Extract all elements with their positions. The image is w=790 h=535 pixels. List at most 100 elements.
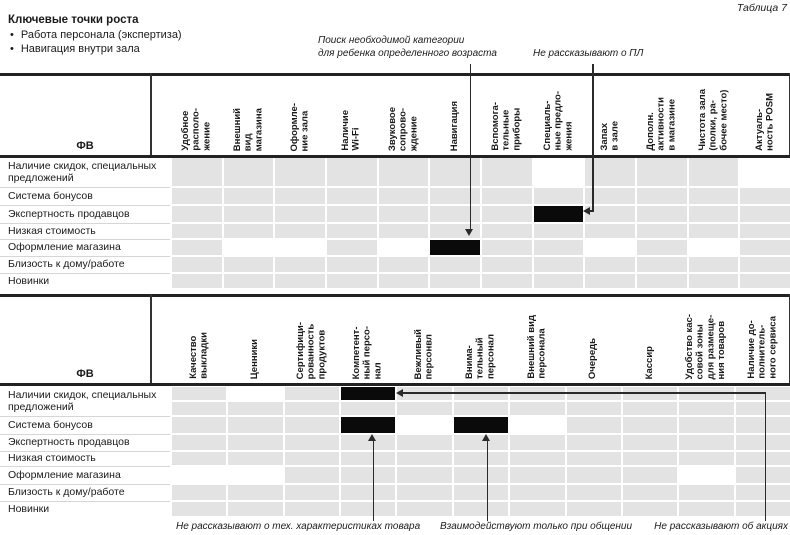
column-header: Кассир: [643, 345, 655, 379]
leader-line: [764, 393, 766, 521]
matrix-cell: [533, 224, 584, 238]
arrow-up-icon: [482, 434, 490, 441]
matrix-cell: [585, 240, 635, 255]
matrix-cell: [430, 188, 480, 204]
matrix-cell: [223, 206, 274, 222]
table-caption: Таблица 7: [736, 2, 787, 14]
matrix-cell: [679, 467, 734, 483]
annotation-no-promo-info: Не рассказывают об акциях: [654, 521, 788, 532]
matrix-cell: [585, 224, 635, 238]
annotation-interact-only: Взаимодействуют только при общении: [440, 521, 633, 532]
matrix-cell: [378, 274, 429, 288]
table2-header-band: ФВ Качество выкладки Ценники Сертифици- ро…: [0, 297, 790, 383]
row-label: Система бонусов: [0, 188, 170, 206]
matrix-cell: [688, 224, 739, 238]
matrix-cell: [341, 402, 396, 415]
matrix-cell: [482, 158, 532, 186]
row-label: Низкая стоимость: [0, 452, 170, 467]
matrix-cell: [172, 240, 222, 255]
column-header: Наличие Wi-Fi: [340, 110, 362, 151]
column-header: Чистота зала (полки, ра- бочее место): [696, 89, 729, 151]
header-border: [150, 73, 152, 158]
column-header: Компетент- ный персо- нал: [351, 325, 384, 379]
matrix-cell: [566, 467, 621, 483]
matrix-cell: [482, 206, 532, 222]
arrow-down-icon: [465, 229, 473, 236]
matrix-cell: [735, 485, 790, 500]
matrix-cell: [735, 502, 790, 516]
row-label: Экспертность продавцов: [0, 435, 170, 452]
matrix-cell: [397, 485, 452, 500]
matrix-cell: [482, 257, 532, 272]
matrix-cell: [637, 240, 687, 255]
matrix-cell: [430, 257, 480, 272]
annotation-no-tech-specs: Не рассказывают о тех. характеристиках т…: [176, 521, 421, 532]
matrix-cell: [228, 485, 283, 500]
matrix-cell: [397, 435, 452, 450]
arrow-up-icon: [368, 434, 376, 441]
matrix-cell: [622, 417, 678, 433]
column-header: Качество выкладки: [187, 332, 210, 379]
matrix-cell: [327, 158, 377, 186]
matrix-cell: [228, 452, 283, 465]
matrix-cell: [453, 417, 509, 433]
matrix-cell: [688, 274, 739, 288]
matrix-cell: [327, 257, 377, 272]
matrix-cell: [341, 417, 396, 433]
matrix-cell: [341, 467, 396, 483]
matrix-cell: [223, 188, 274, 204]
intro-title: Ключевые точки роста: [8, 14, 139, 26]
matrix-cell: [453, 467, 509, 483]
column-header: Удобное располо- жение: [179, 108, 213, 151]
matrix-cell: [482, 240, 532, 255]
column-header: Внима- тельный персонал: [464, 334, 497, 379]
matrix-cell: [533, 206, 584, 222]
matrix-cell: [637, 158, 687, 186]
matrix-cell: [341, 502, 396, 516]
column-header: Удобство кас- совой зоны для размеще- ни…: [684, 313, 728, 379]
matrix-cell: [228, 467, 283, 483]
header-border: [788, 73, 790, 158]
matrix-cell: [223, 257, 274, 272]
leader-line: [403, 392, 766, 394]
matrix-cell: [284, 387, 340, 400]
matrix-cell: [172, 188, 222, 204]
header-border: [788, 294, 790, 386]
matrix-cell: [688, 240, 739, 255]
matrix-cell: [378, 240, 429, 255]
row-label: Наличие скидок, специальных предложений: [0, 158, 170, 188]
matrix-cell: [566, 417, 621, 433]
matrix-cell: [275, 158, 325, 186]
matrix-cell: [327, 206, 377, 222]
matrix-cell: [284, 417, 340, 433]
matrix-cell: [735, 402, 790, 415]
matrix-cell: [327, 224, 377, 238]
matrix-cell: [533, 158, 584, 186]
matrix-cell: [430, 158, 480, 186]
matrix-cell: [430, 274, 480, 288]
matrix-cell: [341, 435, 396, 450]
matrix-cell: [228, 402, 283, 415]
matrix-cell: [284, 452, 340, 465]
row-label: Близость к дому/работе: [0, 485, 170, 502]
matrix-cell: [688, 206, 739, 222]
column-header: Наличие до- полнитель- ного сервиса: [745, 316, 779, 379]
matrix-cell: [453, 387, 509, 400]
matrix-cell: [622, 435, 678, 450]
matrix-cell: [566, 485, 621, 500]
matrix-cell: [172, 224, 222, 238]
row-label: Близость к дому/работе: [0, 257, 170, 274]
matrix-cell: [327, 240, 377, 255]
row-label: Оформление магазина: [0, 467, 170, 485]
matrix-cell: [482, 224, 532, 238]
matrix-cell: [453, 402, 509, 415]
matrix-cell: [284, 502, 340, 516]
leader-line: [589, 210, 594, 212]
matrix-cell: [740, 224, 790, 238]
matrix-cell: [566, 435, 621, 450]
matrix-cell: [533, 188, 584, 204]
matrix-cell: [172, 274, 222, 288]
matrix-cell: [397, 467, 452, 483]
matrix-cell: [172, 502, 227, 516]
matrix-cell: [223, 274, 274, 288]
